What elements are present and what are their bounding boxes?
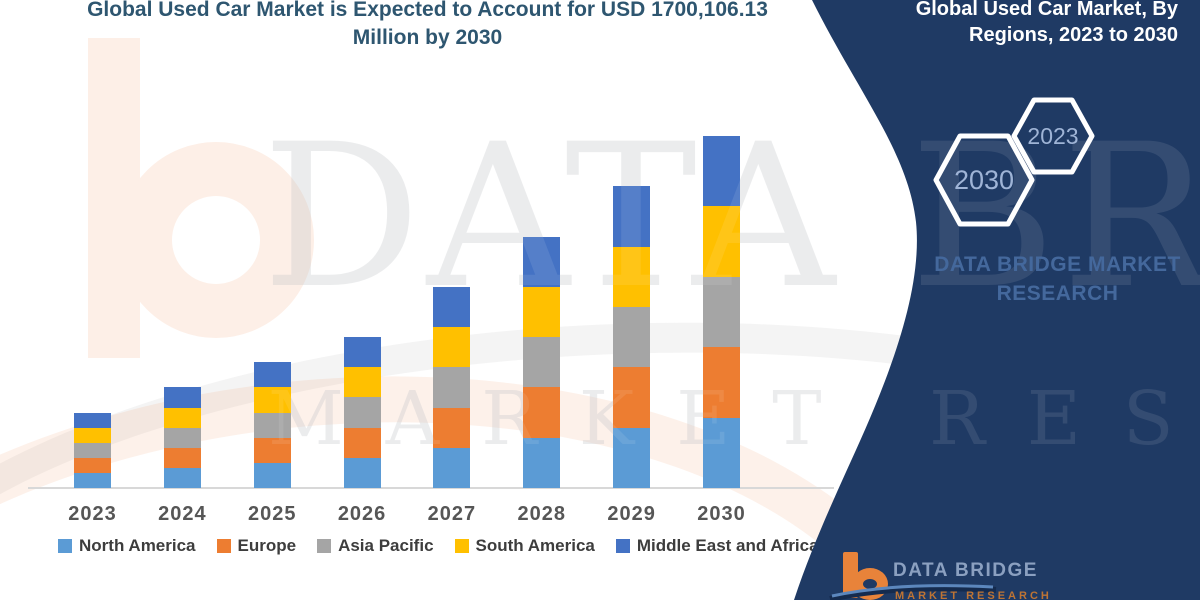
legend-item-north-america: North America — [58, 536, 196, 556]
legend-swatch-icon — [216, 539, 231, 553]
x-axis-label-2030: 2030 — [697, 503, 746, 525]
bar-segment-2026-north-america — [343, 457, 381, 488]
chart-legend: North America Europe Asia Pacific South Ame… — [58, 536, 819, 556]
bar-segment-2025-asia-pacific — [253, 412, 291, 438]
bar-segment-2030-north-america — [702, 417, 740, 488]
legend-item-middle-east-and-africa: Middle East and Africa — [615, 536, 819, 556]
x-axis-label-2023: 2023 — [68, 503, 117, 525]
legend-item-asia-pacific: Asia Pacific — [317, 536, 434, 556]
bar-segment-2025-europe — [253, 437, 291, 463]
bar-segment-2023-south-america — [74, 427, 111, 443]
legend-swatch-icon — [454, 539, 469, 553]
legend-label: Middle East and Africa — [636, 536, 819, 555]
bar-segment-2029-middle-east-and-africa — [613, 186, 651, 247]
watermark-ghost-line1: DATA BRIDGE — [262, 101, 1200, 332]
x-axis-label-2028: 2028 — [517, 503, 567, 525]
legend-item-south-america: South America — [454, 536, 595, 556]
bar-segment-2023-middle-east-and-africa — [74, 412, 111, 428]
bar-segment-2030-middle-east-and-africa — [702, 135, 740, 207]
bar-segment-2030-europe — [702, 347, 740, 418]
page-title-line1: Global Used Car Market is Expected to Ac… — [87, 0, 768, 21]
bar-segment-2030-south-america — [702, 206, 740, 277]
bar-segment-2023-north-america — [74, 472, 111, 488]
hexagon-2023-label: 2023 — [1027, 123, 1078, 149]
bar-segment-2027-north-america — [433, 447, 471, 488]
bar-segment-2027-middle-east-and-africa — [433, 286, 471, 328]
legend-label: North America — [79, 536, 196, 555]
bar-segment-2030-asia-pacific — [702, 276, 740, 348]
legend-label: Europe — [237, 536, 297, 555]
bar-segment-2028-europe — [523, 387, 561, 438]
x-axis-line — [28, 487, 834, 489]
logo-swoosh-icon — [829, 584, 997, 600]
x-axis-label-2025: 2025 — [247, 503, 297, 525]
bar-segment-2029-asia-pacific — [613, 306, 651, 368]
side-panel-heading: Global Used Car Market, By Regions, 2023… — [845, 0, 1178, 49]
bar-segment-2026-asia-pacific — [343, 397, 381, 428]
bar-segment-2027-south-america — [433, 327, 471, 368]
legend-swatch-icon — [58, 539, 72, 553]
bar-segment-2029-south-america — [613, 246, 651, 307]
logo-name-text: DATA BRIDGE — [893, 560, 1038, 581]
bar-segment-2025-south-america — [253, 387, 291, 413]
bar-segment-2026-middle-east-and-africa — [343, 337, 381, 368]
bar-segment-2024-middle-east-and-africa — [163, 387, 201, 408]
side-panel-heading-line1: Global Used Car Market, By — [915, 0, 1178, 20]
legend-item-europe: Europe — [216, 536, 297, 556]
watermark-ghost-line2: MARKET RESEARCH — [268, 376, 1200, 462]
page-title: Global Used Car Market is Expected to Ac… — [55, 0, 800, 51]
year-hexagons: 2023 2030 — [933, 97, 1095, 227]
bar-segment-2028-middle-east-and-africa — [523, 236, 561, 287]
bar-segment-2027-asia-pacific — [433, 367, 471, 408]
bar-segment-2029-north-america — [613, 427, 651, 488]
bar-segment-2027-europe — [433, 407, 471, 448]
bar-segment-2024-south-america — [163, 407, 201, 428]
bar-segment-2024-asia-pacific — [163, 427, 201, 448]
bar-segment-2025-middle-east-and-africa — [253, 362, 291, 388]
side-panel-heading-line2: Regions, 2023 to 2030 — [969, 24, 1178, 47]
bar-segment-2026-europe — [343, 427, 381, 458]
legend-label: Asia Pacific — [338, 536, 434, 555]
bar-segment-2023-europe — [74, 457, 111, 473]
legend-swatch-icon — [317, 539, 332, 553]
legend-label: South America — [475, 536, 595, 555]
legend-swatch-icon — [615, 539, 630, 553]
hexagon-2030 — [933, 133, 1035, 227]
x-axis-label-2029: 2029 — [607, 503, 656, 525]
side-panel-shape — [794, 0, 1200, 600]
bar-segment-2028-north-america — [523, 437, 561, 488]
hexagon-2023 — [1011, 97, 1095, 175]
bar-segment-2029-europe — [613, 367, 651, 428]
bar-segment-2028-south-america — [523, 286, 561, 338]
bar-segment-2024-north-america — [163, 467, 201, 488]
hexagon-2030-label: 2030 — [954, 165, 1014, 195]
x-axis-label-2024: 2024 — [158, 503, 207, 525]
bar-segment-2028-asia-pacific — [523, 337, 561, 388]
bar-segment-2023-asia-pacific — [74, 442, 111, 458]
bar-segment-2024-europe — [163, 447, 201, 468]
x-axis-label-2026: 2026 — [337, 503, 387, 525]
bar-segment-2026-south-america — [343, 367, 381, 398]
page-title-line2: Million by 2030 — [352, 25, 503, 49]
bar-segment-2025-north-america — [253, 462, 291, 488]
panel-brand-text: DATA BRIDGE MARKET RESEARCH — [934, 253, 1181, 306]
logo-tagline-text: MARKET RESEARCH — [895, 590, 1052, 600]
x-axis-label-2027: 2027 — [427, 503, 477, 525]
